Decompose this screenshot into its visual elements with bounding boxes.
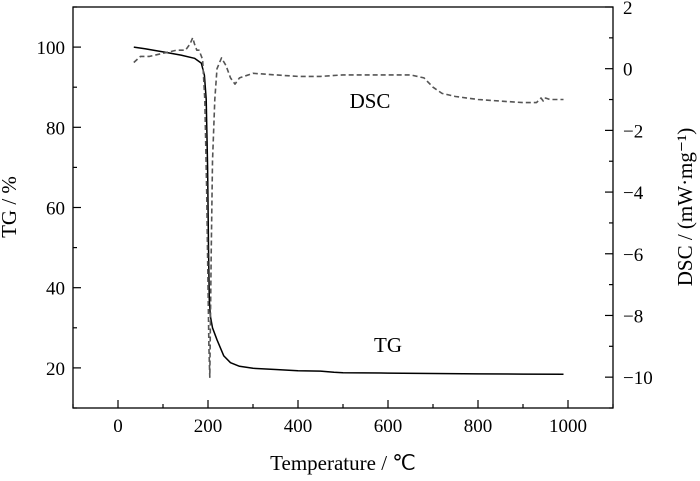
tg-series-line — [133, 46, 564, 376]
tg-series-label: TG — [374, 333, 402, 357]
left-y-axis-ticks: 20 40 60 80 100 — [37, 6, 81, 409]
series-layer — [133, 36, 564, 379]
right-y-axis-ticks: 2 0 −2 −4 −6 −8 −10 — [605, 0, 653, 409]
left-y-tick-label: 40 — [46, 279, 65, 300]
x-axis-title: Temperature / ℃ — [270, 451, 416, 475]
left-y-axis-title: TG / % — [0, 176, 21, 238]
x-axis-ticks: 0 200 400 600 800 1000 — [72, 400, 614, 437]
plot-frame — [72, 6, 614, 409]
x-tick-label: 600 — [374, 416, 403, 437]
left-y-tick-label: 20 — [46, 359, 65, 380]
left-y-tick-label: 100 — [37, 38, 66, 59]
right-y-tick-label: −8 — [623, 306, 643, 327]
annotation-layer: DSC TG — [350, 89, 402, 357]
right-y-tick-label: −10 — [623, 368, 653, 389]
dsc-series-label: DSC — [350, 89, 391, 113]
right-y-tick-label: −6 — [623, 245, 643, 266]
right-y-tick-label: 2 — [623, 0, 633, 19]
dsc-series-line — [133, 36, 564, 379]
x-tick-label: 800 — [464, 416, 493, 437]
right-y-axis-title: DSC / (mW·mg⁻¹) — [673, 128, 697, 287]
x-tick-label: 1000 — [549, 416, 587, 437]
left-y-tick-label: 80 — [46, 118, 65, 139]
right-y-tick-label: −4 — [623, 183, 644, 204]
x-tick-label: 200 — [194, 416, 223, 437]
x-tick-label: 400 — [284, 416, 313, 437]
left-y-tick-label: 60 — [46, 199, 65, 220]
right-y-tick-label: 0 — [623, 60, 633, 81]
right-y-tick-label: −2 — [623, 121, 643, 142]
x-tick-label: 0 — [113, 416, 123, 437]
